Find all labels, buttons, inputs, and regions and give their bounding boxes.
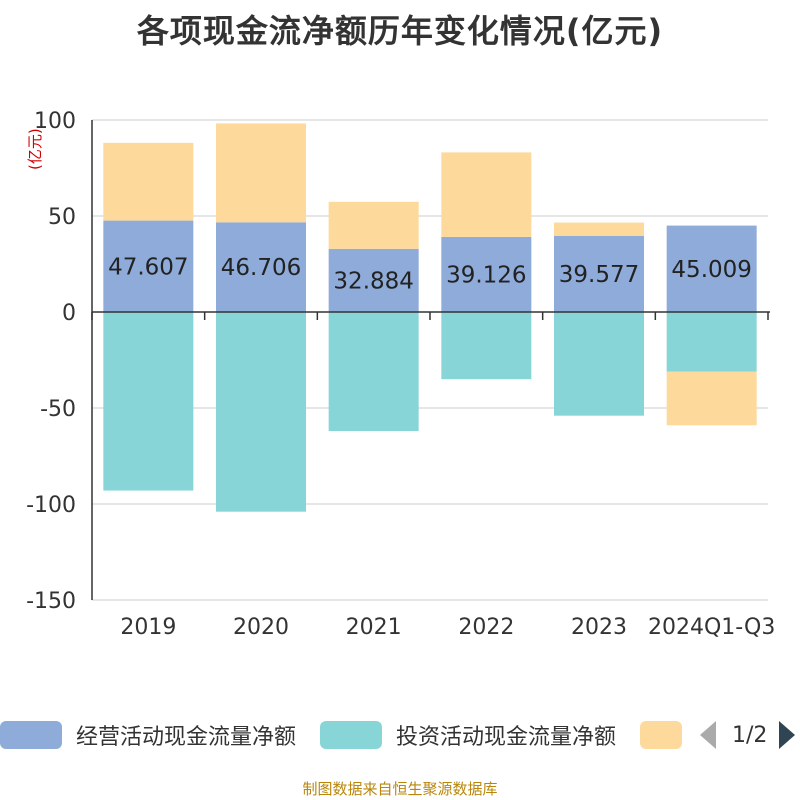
- legend-item-operating[interactable]: 经营活动现金流量净额: [0, 720, 296, 750]
- legend-label-operating: 经营活动现金流量净额: [76, 725, 297, 750]
- y-tick-label: -150: [26, 589, 76, 614]
- x-tick-label: 2023: [571, 615, 627, 640]
- bar-series3-2021: [328, 201, 419, 249]
- legend-item-investing[interactable]: 投资活动现金流量净额: [320, 720, 616, 750]
- bar-series2-2023: [554, 312, 644, 416]
- bar-series3-2023: [554, 222, 644, 237]
- legend-swatch-third: [640, 721, 682, 749]
- data-label: 45.009: [671, 257, 751, 283]
- bar-series1-2020: [216, 222, 306, 312]
- bar-series1-2022: [441, 236, 532, 312]
- bar-series3-2019: [103, 142, 194, 221]
- bar-series1-2019: [103, 220, 194, 312]
- bar-series2-2024Q1-Q3: [666, 312, 757, 372]
- prev-page-icon[interactable]: [700, 721, 716, 749]
- next-page-icon[interactable]: [779, 721, 796, 749]
- data-label: 46.706: [221, 255, 301, 281]
- y-tick-label: 0: [62, 301, 76, 326]
- y-tick-label: -50: [40, 397, 76, 422]
- bar-series3-2020: [216, 123, 306, 223]
- data-label: 39.577: [559, 262, 639, 288]
- y-tick-label: 50: [48, 205, 76, 230]
- legend-swatch-investing: [320, 721, 382, 749]
- x-tick-label: 2020: [233, 615, 289, 640]
- legend-item-third[interactable]: [640, 720, 682, 750]
- bar-series3-2022: [441, 152, 532, 237]
- x-tick-label: 2021: [346, 615, 402, 640]
- y-tick-label: -100: [26, 493, 76, 518]
- legend-pager: 1/2: [700, 720, 796, 750]
- x-tick-label: 2024Q1-Q3: [648, 615, 775, 640]
- source-note: 制图数据来自恒生聚源数据库: [302, 780, 498, 798]
- bar-series2-2022: [441, 312, 532, 380]
- bar-series1-2023: [554, 236, 644, 312]
- bar-chart: 100 50 0 -50 -100 -150 47.607 2019 46.706 2020 32.…: [26, 109, 775, 640]
- bar-series3-2024Q1-Q3: [666, 371, 757, 426]
- data-label: 47.607: [108, 254, 188, 280]
- bar-series1-2024Q1-Q3: [666, 225, 757, 312]
- chart-title: 各项现金流净额历年变化情况(亿元): [136, 12, 664, 50]
- data-label: 32.884: [333, 268, 413, 294]
- legend-page-indicator: 1/2: [732, 722, 768, 748]
- data-label: 39.126: [446, 262, 526, 288]
- legend-swatch-operating: [0, 721, 62, 749]
- y-tick-label: 100: [34, 109, 76, 134]
- legend-label-investing: 投资活动现金流量净额: [396, 725, 617, 750]
- bar-series1-2021: [328, 248, 419, 312]
- legend: 经营活动现金流量净额 投资活动现金流量净额 1/2: [0, 716, 800, 756]
- x-tick-label: 2019: [120, 615, 176, 640]
- bar-series2-2021: [328, 312, 419, 432]
- bar-series2-2020: [216, 312, 306, 512]
- x-tick-label: 2022: [458, 615, 514, 640]
- bar-series2-2019: [103, 312, 194, 491]
